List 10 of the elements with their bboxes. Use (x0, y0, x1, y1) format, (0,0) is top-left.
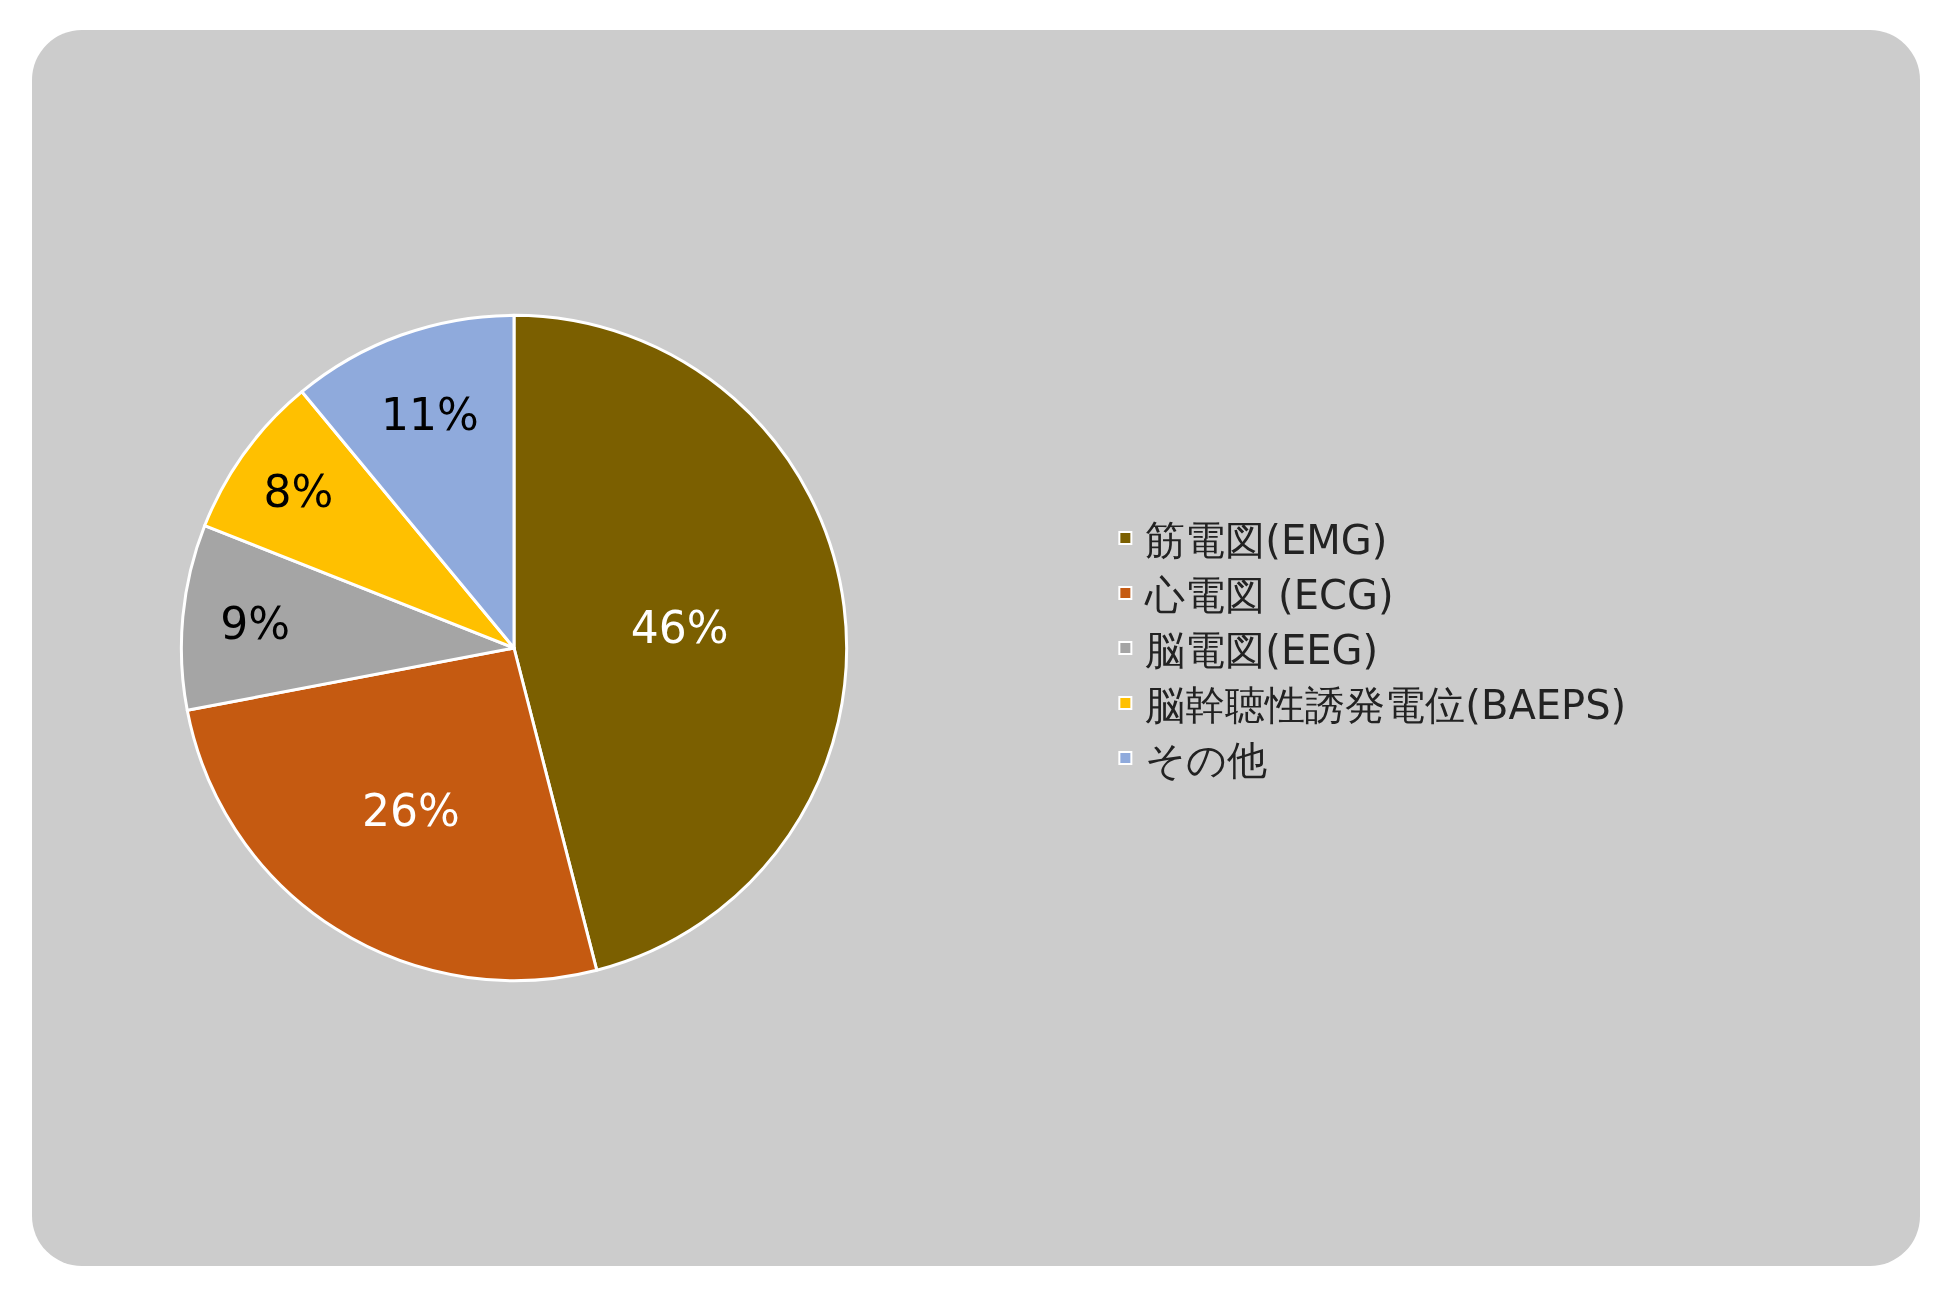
data-label: 11% (380, 388, 479, 440)
data-label: 46% (630, 601, 729, 653)
data-label: 26% (362, 784, 460, 836)
data-label: 9% (220, 598, 290, 650)
legend-label: 筋電図(EMG) (1145, 516, 1388, 563)
legend-label: その他 (1145, 736, 1268, 783)
data-label: 8% (263, 465, 334, 517)
legend-label: 心電図 (ECG) (1144, 571, 1394, 618)
legend-label: 脳電図(EEG) (1145, 626, 1379, 673)
legend-label: 脳幹聴性誘発電位(BAEPS) (1145, 681, 1627, 728)
